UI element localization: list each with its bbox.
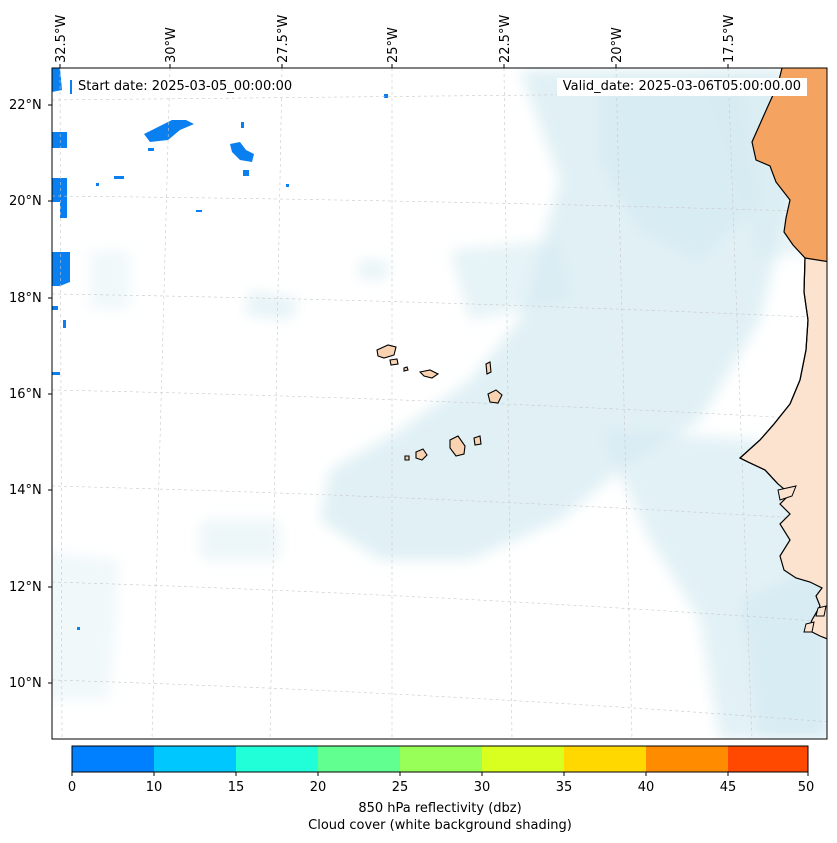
lon-label-17-5w: 17.5°W bbox=[722, 14, 737, 63]
colorbar-label: 850 hPa reflectivity (dbz) bbox=[358, 801, 522, 816]
colorbar-tick-0: 0 bbox=[67, 780, 77, 795]
island-boa-vista bbox=[487, 389, 503, 404]
colorbar-segment-7 bbox=[646, 746, 728, 772]
island-fogo bbox=[415, 448, 428, 461]
cape-verde-islands bbox=[376, 344, 503, 461]
island-sal bbox=[485, 361, 492, 375]
colorbar-sublabel: Cloud cover (white background shading) bbox=[308, 818, 572, 833]
colorbar-tick-20: 20 bbox=[309, 780, 327, 795]
island-maio bbox=[473, 435, 482, 446]
island-sao-vicente bbox=[389, 358, 399, 366]
colorbar-tick-15: 15 bbox=[227, 780, 245, 795]
reflectivity-patches bbox=[52, 68, 388, 630]
colorbar-tick-30: 30 bbox=[473, 780, 491, 795]
valid-date-label: Valid_date: 2025-03-06T05:00:00.00 bbox=[556, 78, 807, 96]
colorbar-segment-5 bbox=[482, 746, 564, 772]
colorbar-frame bbox=[71, 745, 809, 773]
lat-label-16n: 16°N bbox=[9, 387, 42, 402]
island-santiago bbox=[449, 435, 466, 457]
africa-coastline bbox=[738, 68, 809, 485]
lat-label-22n: 22°N bbox=[9, 98, 42, 113]
colorbar-tick-25: 25 bbox=[391, 780, 409, 795]
island-sao-nicolau bbox=[418, 369, 440, 379]
lat-label-20n: 20°N bbox=[9, 194, 42, 209]
lon-label-25w: 25°W bbox=[386, 27, 401, 63]
lon-label-27-5w: 27.5°W bbox=[276, 14, 291, 63]
map-frame bbox=[51, 67, 828, 740]
guinea-bissau-islands bbox=[803, 605, 827, 633]
colorbar-segment-6 bbox=[564, 746, 646, 772]
island-brava bbox=[404, 455, 410, 461]
lat-label-10n: 10°N bbox=[9, 676, 42, 691]
colorbar-tick-35: 35 bbox=[555, 780, 573, 795]
lon-label-22-5w: 22.5°W bbox=[498, 14, 513, 63]
longitude-ticks bbox=[59, 64, 729, 68]
lon-label-30w: 30°W bbox=[164, 27, 179, 63]
colorbar-segment-1 bbox=[154, 746, 236, 772]
start-date-label: Start date: 2025-03-05_00:00:00 bbox=[72, 78, 299, 96]
colorbar bbox=[71, 745, 809, 776]
gambia-river-coast bbox=[777, 485, 797, 501]
graticule bbox=[52, 68, 827, 739]
lat-label-14n: 14°N bbox=[9, 483, 42, 498]
africa-landmass-north bbox=[752, 68, 827, 262]
colorbar-segment-8 bbox=[728, 746, 808, 772]
colorbar-tick-50: 50 bbox=[797, 780, 815, 795]
latitude-ticks bbox=[48, 104, 52, 684]
colorbar-segment-3 bbox=[318, 746, 400, 772]
colorbar-tick-40: 40 bbox=[637, 780, 655, 795]
island-santa-luzia bbox=[403, 366, 409, 372]
lon-label-32-5w: 32.5°W bbox=[54, 14, 69, 63]
colorbar-segment-0 bbox=[72, 746, 154, 772]
colorbar-tick-45: 45 bbox=[719, 780, 737, 795]
colorbar-tick-10: 10 bbox=[145, 780, 163, 795]
lon-label-20w: 20°W bbox=[610, 27, 625, 63]
colorbar-segment-4 bbox=[400, 746, 482, 772]
lat-label-18n: 18°N bbox=[9, 291, 42, 306]
island-santo-antao bbox=[376, 344, 397, 359]
colorbar-segment-2 bbox=[236, 746, 318, 772]
cloud-cover-shading bbox=[52, 70, 827, 739]
lat-label-12n: 12°N bbox=[9, 580, 42, 595]
